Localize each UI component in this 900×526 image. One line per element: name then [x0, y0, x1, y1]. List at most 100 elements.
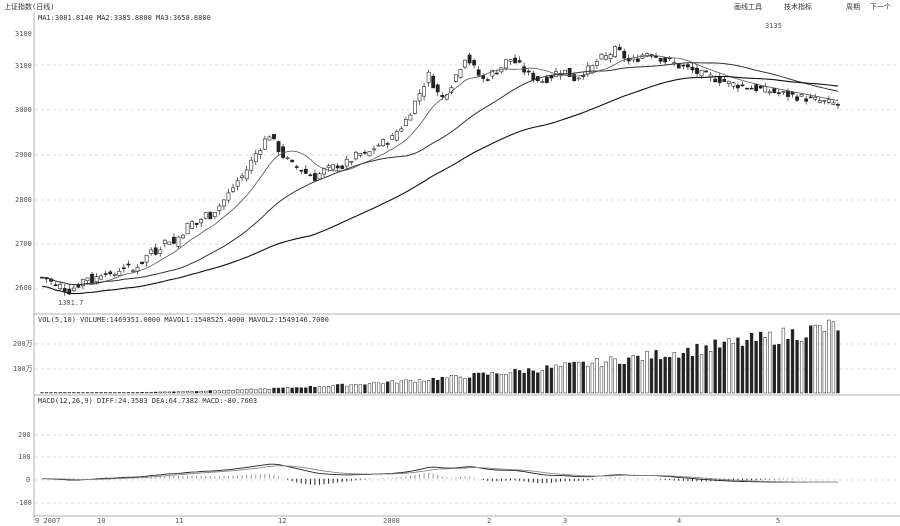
candle-body — [217, 205, 222, 212]
volume-bar — [458, 376, 463, 394]
candle-body — [181, 234, 185, 239]
volume-bar — [608, 356, 613, 394]
candle-body — [222, 199, 226, 207]
volume-bar — [276, 387, 281, 394]
volume-bar — [513, 368, 517, 394]
volume-bar — [590, 362, 595, 394]
candle-body — [504, 59, 508, 69]
candle-body — [799, 94, 804, 97]
candle-body — [758, 85, 763, 89]
volume-bar — [381, 383, 385, 394]
candle-body — [340, 165, 345, 169]
candle-body — [513, 57, 517, 64]
volume-bar — [122, 392, 126, 394]
volume-bar — [336, 384, 340, 394]
x-tick-label: 12 — [278, 517, 286, 525]
candle-body — [149, 249, 154, 254]
candle-body — [740, 84, 745, 87]
candle-body — [308, 174, 313, 177]
volume-bar — [522, 372, 526, 394]
x-tick-label: 2 — [487, 517, 491, 525]
candle-body — [226, 192, 231, 201]
candle-body — [645, 53, 649, 57]
volume-bar — [404, 379, 408, 394]
volume-bar — [454, 375, 458, 394]
candle-body — [472, 60, 477, 66]
x-axis: 9 2007 10 11 12 2008 2 3 4 5 — [35, 517, 780, 525]
candle-body — [681, 64, 686, 67]
candle-body — [249, 159, 254, 171]
candle-body — [399, 128, 404, 132]
candle-body — [67, 288, 72, 295]
candle-body — [776, 92, 781, 94]
volume-bar — [217, 390, 222, 394]
candle-body — [244, 169, 249, 180]
volume-bar — [567, 362, 572, 394]
volume-bar — [508, 372, 513, 394]
volume-bar — [240, 389, 244, 394]
volume-bar — [718, 347, 722, 394]
candle-body — [426, 71, 431, 83]
candle-body — [836, 104, 840, 106]
candle-body — [786, 90, 790, 97]
volume-bar — [749, 332, 754, 394]
volume-bar — [358, 384, 363, 394]
candle-body — [663, 57, 668, 63]
chart-title: 上证指数(日线) — [4, 2, 54, 11]
volume-bar — [517, 370, 522, 394]
volume-bar — [367, 383, 372, 394]
candle-body — [335, 165, 340, 169]
volume-bar — [199, 390, 203, 394]
volume-bar — [481, 372, 485, 394]
volume-bar — [486, 374, 490, 394]
volume-bar — [181, 391, 185, 394]
candle-body — [290, 159, 295, 163]
candle-body — [476, 69, 481, 76]
candle-body — [372, 148, 376, 151]
volume-bar — [759, 331, 763, 394]
candle-body — [622, 50, 627, 59]
volume-bar — [40, 392, 44, 394]
volume-bar — [595, 357, 599, 394]
volume-axis: 200万 100万 — [13, 340, 33, 373]
candle-body — [658, 57, 663, 62]
candle-body — [685, 64, 690, 68]
candle-body — [608, 54, 613, 59]
toolbar-next[interactable]: 下一个 — [870, 3, 891, 11]
candle-body — [781, 91, 786, 93]
volume-bar — [713, 339, 717, 394]
volume-bar — [809, 325, 813, 394]
volume-bar — [668, 357, 672, 394]
toolbar-period[interactable]: 周期 — [846, 3, 860, 11]
price-tick-label: 2700 — [15, 240, 32, 248]
candle-body — [626, 57, 631, 62]
candle-body — [526, 70, 531, 73]
volume-bar — [213, 390, 217, 394]
candle-body — [754, 84, 759, 92]
candle-body — [595, 61, 599, 66]
price-tick-label: 2800 — [15, 196, 32, 204]
candle-body — [240, 175, 245, 178]
candle-body — [522, 66, 527, 73]
candle-body — [344, 159, 349, 167]
volume-bar — [636, 355, 640, 394]
toolbar-drawing-tools[interactable]: 画线工具 — [734, 2, 762, 11]
macd-tick-label: 0 — [26, 476, 30, 484]
candle-body — [121, 267, 126, 270]
price-header: MA1:3081.8140 MA2:3385.8800 MA3:3658.880… — [38, 14, 211, 22]
candle-body — [262, 138, 267, 150]
volume-bar — [235, 389, 240, 394]
volume-bar — [295, 387, 299, 394]
candle-body — [585, 65, 590, 75]
toolbar-indicators[interactable]: 技术指标 — [784, 2, 812, 11]
candle-body — [199, 219, 204, 224]
volume-bar — [154, 391, 158, 394]
candle-body — [58, 283, 63, 289]
volume-bar — [345, 385, 349, 394]
volume-bar — [618, 363, 622, 394]
candle-body — [126, 263, 131, 266]
candle-body — [303, 168, 308, 174]
volume-bar — [627, 357, 631, 394]
volume-bar — [426, 380, 431, 394]
